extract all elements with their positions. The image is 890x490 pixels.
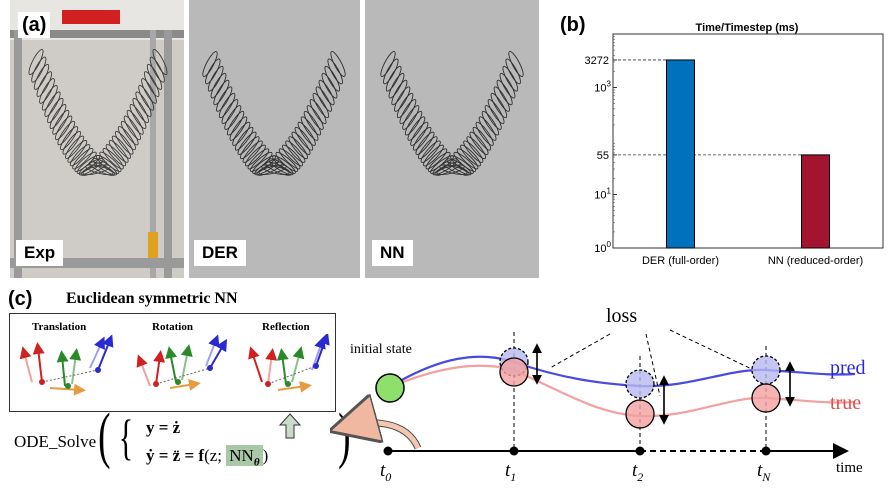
ode-solve-label: ODE_Solve xyxy=(14,432,97,451)
panel-c-label: (c) xyxy=(4,286,37,312)
bar-0 xyxy=(666,59,695,249)
y-tick-label: 55 xyxy=(597,150,609,162)
ode-nn-label: NN xyxy=(229,446,254,465)
y-tick-label: 101 xyxy=(594,187,611,202)
ode-paren-left: ( xyxy=(98,402,111,470)
loss-label: loss xyxy=(606,305,638,327)
photo-nn xyxy=(365,0,539,278)
up-arrow-icon xyxy=(278,413,302,439)
y-tick-label: 3272 xyxy=(585,55,609,67)
photo-label-nn: NN xyxy=(372,240,413,266)
panel-b-label: (b) xyxy=(556,12,590,38)
y-tick-label: 100 xyxy=(594,240,611,255)
symmetry-rotation-label: Rotation xyxy=(152,321,193,333)
time-axis-label: time xyxy=(836,460,863,476)
experiment-photo xyxy=(10,0,184,278)
x-tick-label: DER (full-order) xyxy=(642,255,719,267)
reflection-icon xyxy=(248,334,330,393)
y-tick-label: 103 xyxy=(594,80,611,95)
panel-a-label: (a) xyxy=(18,12,51,38)
ode-theta: θ xyxy=(253,456,260,469)
true-label: true xyxy=(830,392,862,414)
der-render xyxy=(189,0,360,278)
trajectory-diagram xyxy=(330,329,856,459)
photo-label-exp: Exp xyxy=(16,240,64,266)
bar-1 xyxy=(801,154,830,249)
plot-area xyxy=(612,33,884,249)
photo-exp xyxy=(10,0,184,278)
ode-eq2-f: f xyxy=(198,446,205,465)
x-tick-label: NN (reduced-order) xyxy=(768,255,863,267)
ode-equation-1: y = ż xyxy=(146,418,181,437)
initial-state-label: initial state xyxy=(350,342,412,357)
symmetry-illustrations xyxy=(19,334,330,396)
ode-equation-2: ẏ = z̈ = f(z; NNθ) xyxy=(146,445,269,469)
chart-title: Time/Timestep (ms) xyxy=(695,22,799,34)
photo-label-der: DER xyxy=(194,240,246,266)
bar-chart: DER (full-order) NN (reduced-order) 100 101… xyxy=(585,33,884,267)
ode-eq2-lhs: ẏ = z̈ = xyxy=(146,446,199,465)
photo-der xyxy=(189,0,360,278)
time-t1: t1 xyxy=(505,460,517,484)
translation-icon xyxy=(19,334,114,396)
pred-label: pred xyxy=(830,357,866,379)
ode-eq2-args: (z; xyxy=(204,446,227,465)
time-t2: t2 xyxy=(632,460,644,484)
time-t0: t0 xyxy=(380,460,392,484)
ode-nn-box: NNθ xyxy=(226,445,263,469)
time-tN: tN xyxy=(757,460,771,484)
nn-render xyxy=(365,0,539,278)
rotation-icon xyxy=(136,334,228,391)
symmetry-reflection-label: Reflection xyxy=(262,321,310,333)
symmetry-translation-label: Translation xyxy=(32,321,87,333)
ode-brace: { xyxy=(118,409,134,465)
symmetric-nn-title: Euclidean symmetric NN xyxy=(66,290,238,307)
ode-close: ) xyxy=(262,446,269,465)
